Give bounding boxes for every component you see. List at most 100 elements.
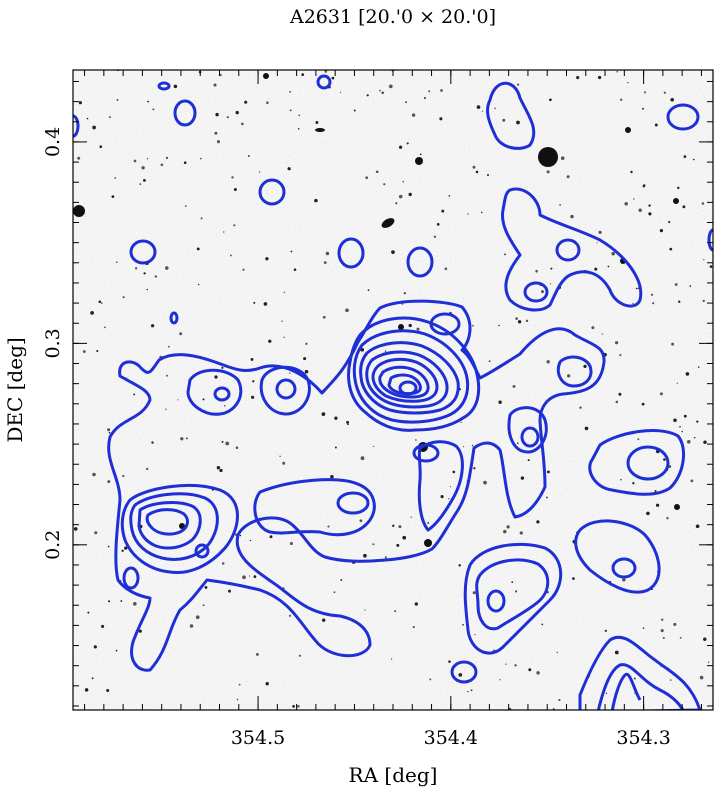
faint-star (252, 380, 255, 383)
faint-star (558, 698, 561, 702)
contour-line (578, 636, 702, 710)
faint-star (686, 439, 691, 444)
faint-star (584, 426, 589, 431)
axis-tick-labels: 354.5 354.4 354.3 0.2 0.3 0.4 (42, 127, 671, 749)
faint-star (347, 423, 349, 426)
contour-line (137, 501, 202, 550)
faint-star (122, 474, 125, 478)
faint-star (703, 637, 707, 641)
faint-star (655, 503, 660, 507)
faint-star (214, 375, 218, 379)
contour-line (316, 74, 332, 90)
faint-star (440, 89, 443, 92)
faint-star (641, 402, 645, 406)
faint-star (516, 120, 520, 125)
contour-line (253, 478, 376, 537)
faint-star (134, 267, 138, 270)
faint-star (235, 446, 239, 449)
faint-star (388, 84, 393, 89)
faint-star (439, 117, 443, 121)
faint-star (560, 156, 565, 160)
faint-star (121, 549, 124, 552)
faint-star (642, 627, 645, 629)
faint-star (363, 553, 367, 558)
faint-star (697, 366, 700, 368)
faint-star (620, 98, 623, 101)
faint-star (283, 336, 285, 338)
faint-star (330, 475, 334, 479)
faint-star (141, 166, 145, 170)
faint-star (381, 91, 384, 94)
contour-line (157, 81, 171, 91)
star (424, 539, 432, 547)
faint-star (707, 661, 710, 663)
contour-line (337, 237, 365, 269)
faint-star (367, 289, 370, 291)
faint-star (165, 156, 168, 159)
faint-star (601, 333, 603, 335)
faint-star (238, 683, 241, 686)
contour-line (387, 373, 422, 396)
faint-star (458, 673, 463, 677)
faint-star (107, 428, 111, 432)
faint-star (164, 266, 169, 270)
faint-star (419, 153, 422, 156)
contour-line (555, 238, 581, 262)
faint-star (183, 161, 187, 165)
faint-star (142, 178, 146, 182)
faint-star (693, 436, 696, 439)
faint-star (200, 217, 203, 220)
contour-line (406, 246, 434, 278)
faint-star (124, 546, 128, 550)
faint-star (620, 478, 622, 481)
faint-star (605, 692, 608, 694)
x-tick-label: 354.3 (616, 727, 670, 749)
faint-star (288, 614, 292, 617)
faint-star (462, 445, 465, 448)
faint-star (433, 235, 437, 238)
faint-star (189, 624, 194, 628)
faint-star (304, 369, 309, 374)
contour-line (275, 378, 297, 400)
faint-star (197, 283, 200, 286)
faint-star (225, 441, 230, 446)
faint-star (384, 556, 388, 559)
faint-star (173, 84, 178, 89)
faint-star (199, 157, 202, 160)
faint-star (519, 531, 523, 535)
faint-star (223, 231, 225, 233)
contour-line (122, 566, 140, 590)
faint-star (298, 654, 301, 657)
faint-star (301, 73, 305, 76)
faint-star (298, 114, 301, 117)
faint-star (392, 524, 395, 527)
faint-star (233, 224, 236, 227)
faint-star (99, 145, 103, 149)
faint-star (516, 83, 520, 86)
faint-star (448, 194, 451, 197)
faint-star (315, 121, 319, 124)
faint-star (223, 404, 226, 407)
faint-star (235, 110, 239, 115)
faint-star (214, 131, 218, 135)
faint-star (596, 242, 598, 244)
faint-star (480, 211, 483, 214)
faint-star (659, 392, 663, 396)
faint-star (702, 299, 705, 303)
faint-star (467, 213, 469, 215)
faint-star (160, 163, 164, 167)
faint-star (579, 406, 582, 409)
faint-star (165, 408, 167, 411)
contour-line (365, 350, 449, 409)
faint-star (566, 175, 570, 179)
faint-star (699, 675, 704, 680)
faint-star (239, 534, 242, 537)
faint-star (682, 205, 686, 209)
faint-star (671, 342, 675, 346)
faint-star (244, 100, 248, 104)
contour-line (73, 114, 80, 138)
faint-star (701, 202, 705, 205)
faint-star (429, 678, 432, 681)
faint-star (290, 250, 293, 253)
faint-star (394, 610, 397, 613)
